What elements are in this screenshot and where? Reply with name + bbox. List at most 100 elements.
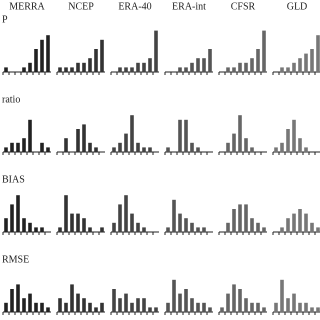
bar bbox=[58, 298, 62, 312]
bar bbox=[10, 289, 14, 312]
bar bbox=[184, 289, 188, 312]
column-title: CFSR bbox=[231, 1, 256, 12]
bar bbox=[70, 213, 74, 232]
bar bbox=[82, 218, 86, 232]
bar bbox=[292, 293, 296, 312]
column-title: ERA-40 bbox=[118, 1, 151, 12]
bar bbox=[232, 284, 236, 312]
bar bbox=[130, 67, 134, 72]
bar bbox=[226, 222, 230, 232]
bar bbox=[274, 302, 278, 312]
bar bbox=[112, 222, 116, 232]
bar bbox=[82, 124, 86, 152]
bar bbox=[40, 302, 44, 312]
bar bbox=[148, 58, 152, 72]
bar bbox=[250, 218, 254, 232]
bar bbox=[190, 62, 194, 72]
bar bbox=[274, 147, 278, 152]
bar bbox=[178, 213, 182, 232]
bar bbox=[190, 298, 194, 312]
bar bbox=[232, 133, 236, 152]
bar bbox=[94, 147, 98, 152]
bar bbox=[46, 307, 50, 312]
bar bbox=[58, 227, 62, 232]
bar bbox=[310, 222, 314, 232]
bar bbox=[100, 39, 104, 72]
column-title: NCEP bbox=[68, 1, 94, 12]
bar bbox=[10, 142, 14, 152]
bar bbox=[142, 147, 146, 152]
bar bbox=[226, 293, 230, 312]
bar bbox=[238, 204, 242, 232]
bar bbox=[316, 307, 320, 312]
bar bbox=[184, 119, 188, 152]
bar bbox=[280, 279, 284, 312]
bar bbox=[124, 133, 128, 152]
bar bbox=[28, 119, 32, 152]
bar bbox=[82, 298, 86, 312]
bar bbox=[130, 115, 134, 152]
bar bbox=[148, 147, 152, 152]
bar bbox=[310, 49, 314, 72]
bar bbox=[244, 138, 248, 152]
bar bbox=[286, 218, 290, 232]
bar bbox=[166, 147, 170, 152]
bar bbox=[130, 213, 134, 232]
bar bbox=[250, 58, 254, 72]
bar bbox=[22, 67, 26, 72]
bar bbox=[142, 298, 146, 312]
bar bbox=[76, 213, 80, 232]
bar bbox=[256, 222, 260, 232]
bar bbox=[28, 293, 32, 312]
bar bbox=[10, 204, 14, 232]
bar bbox=[70, 67, 74, 72]
bar bbox=[76, 293, 80, 312]
bar bbox=[316, 227, 320, 232]
bar bbox=[172, 279, 176, 312]
bar bbox=[298, 138, 302, 152]
bar bbox=[118, 204, 122, 232]
bar bbox=[280, 67, 284, 72]
bar bbox=[76, 129, 80, 152]
bar bbox=[250, 302, 254, 312]
bar bbox=[136, 298, 140, 312]
bar bbox=[22, 298, 26, 312]
bar bbox=[232, 67, 236, 72]
bar bbox=[136, 62, 140, 72]
bar bbox=[22, 138, 26, 152]
bar bbox=[94, 49, 98, 72]
bar bbox=[262, 307, 266, 312]
bar bbox=[64, 302, 68, 312]
bar bbox=[88, 302, 92, 312]
bar bbox=[154, 307, 158, 312]
bar bbox=[16, 195, 20, 232]
bar bbox=[286, 129, 290, 152]
bar bbox=[298, 209, 302, 232]
bar bbox=[244, 62, 248, 72]
bar bbox=[82, 62, 86, 72]
bar bbox=[196, 58, 200, 72]
bar bbox=[136, 142, 140, 152]
bar bbox=[292, 62, 296, 72]
row-label: BIAS bbox=[2, 174, 25, 185]
bar bbox=[304, 147, 308, 152]
bar bbox=[220, 307, 224, 312]
bar bbox=[238, 62, 242, 72]
bar bbox=[100, 227, 104, 232]
bar bbox=[232, 209, 236, 232]
row-label: ratio bbox=[2, 94, 20, 105]
bar bbox=[94, 307, 98, 312]
column-title: ERA-int bbox=[172, 1, 206, 12]
bar bbox=[64, 195, 68, 232]
bar bbox=[34, 227, 38, 232]
bar bbox=[118, 67, 122, 72]
bar bbox=[244, 298, 248, 312]
bar bbox=[202, 58, 206, 72]
bar bbox=[4, 67, 8, 72]
bar bbox=[178, 119, 182, 152]
bar bbox=[76, 62, 80, 72]
bar bbox=[148, 307, 152, 312]
bar bbox=[256, 302, 260, 312]
bar bbox=[226, 67, 230, 72]
